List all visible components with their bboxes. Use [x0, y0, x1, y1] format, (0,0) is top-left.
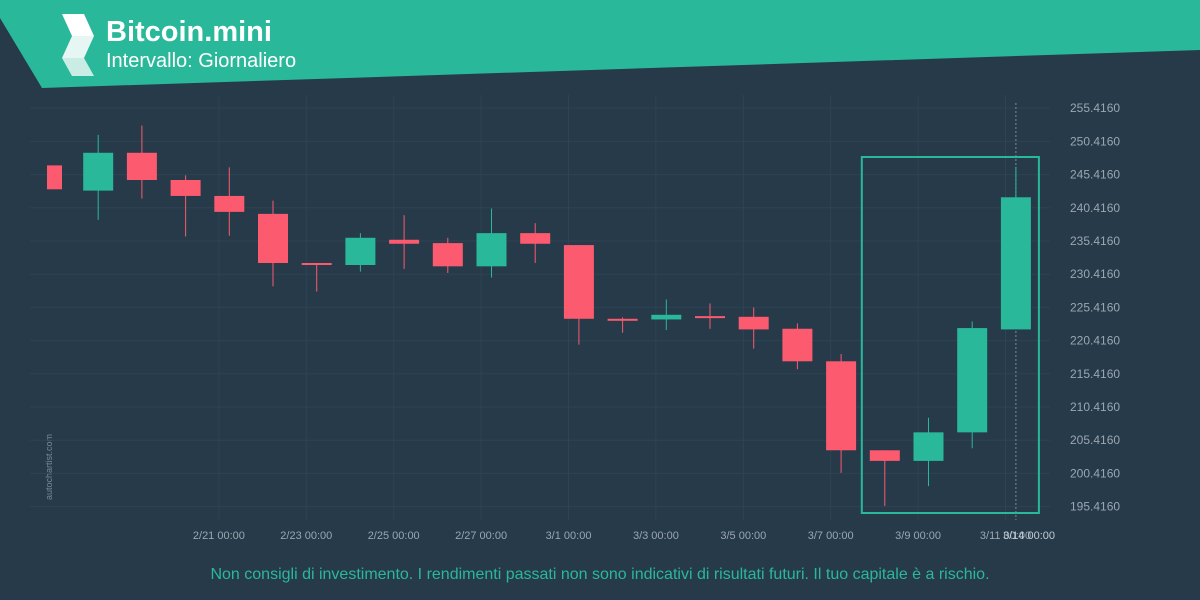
candle-bearish — [520, 223, 551, 264]
candle-body — [476, 233, 507, 267]
x-tick-label: 3/1 00:00 — [546, 530, 592, 542]
candle-body — [126, 152, 157, 180]
candle-bearish — [563, 245, 594, 345]
y-tick-label: 255.4160 — [1070, 101, 1120, 115]
candle-body — [563, 245, 594, 319]
candle-body — [1000, 197, 1031, 330]
y-axis: 255.4160 250.4160 245.4160 240.4160 235.4160… — [1070, 101, 1120, 513]
candle-body — [47, 165, 62, 190]
x-tick-label: 3/14 00:00 — [1003, 530, 1055, 542]
y-tick-label: 230.4160 — [1070, 267, 1120, 281]
candle-bearish — [301, 263, 332, 292]
x-tick-label: 3/9 00:00 — [895, 530, 941, 542]
y-tick-label: 210.4160 — [1070, 400, 1120, 414]
candle-bullish — [83, 134, 114, 220]
candle-bullish — [476, 208, 507, 278]
y-tick-label: 215.4160 — [1070, 367, 1120, 381]
candle-body — [214, 195, 245, 212]
candle-body — [258, 213, 288, 264]
candle-body — [432, 243, 463, 267]
disclaimer-text: Non consigli di investimento. I rendimen… — [210, 566, 990, 583]
candle-body — [957, 328, 988, 433]
candle-bearish — [214, 167, 245, 236]
candle-bearish — [826, 353, 857, 473]
candle-bullish — [957, 321, 988, 449]
y-tick-label: 245.4160 — [1070, 168, 1120, 182]
candle-body — [607, 318, 638, 321]
y-tick-label: 205.4160 — [1070, 433, 1120, 447]
y-tick-label: 195.4160 — [1070, 500, 1120, 514]
candle-bearish — [47, 165, 62, 190]
candle-body — [520, 233, 551, 244]
candle-body — [782, 328, 813, 362]
candle-body — [170, 180, 201, 196]
candle-body — [738, 316, 769, 330]
autochartist-logo-icon — [62, 14, 94, 76]
candle-bearish — [607, 317, 638, 333]
candle-body — [869, 450, 900, 461]
header-banner — [0, 0, 1200, 88]
x-tick-label: 2/27 00:00 — [455, 530, 507, 542]
x-tick-label: 3/7 00:00 — [808, 530, 854, 542]
y-tick-label: 225.4160 — [1070, 300, 1120, 314]
candle-bearish — [738, 307, 769, 349]
y-tick-label: 240.4160 — [1070, 201, 1120, 215]
header-banner-shape — [0, 0, 1200, 88]
candle-bearish — [782, 323, 813, 370]
candle-bullish — [651, 299, 682, 331]
candle-bearish — [126, 125, 157, 199]
interval-subtitle: Intervallo: Giornaliero — [106, 50, 297, 72]
y-tick-label: 250.4160 — [1070, 134, 1120, 148]
candle-body — [651, 314, 682, 320]
candle-body — [826, 361, 857, 451]
pattern-highlight — [860, 156, 1040, 514]
candle-bearish — [869, 450, 900, 507]
candle-body — [913, 432, 944, 461]
instrument-title: Bitcoin.mini — [106, 16, 272, 48]
candle-body — [345, 237, 376, 265]
candle-body — [301, 263, 332, 266]
y-tick-label: 200.4160 — [1070, 466, 1120, 480]
x-tick-label: 3/5 00:00 — [720, 530, 766, 542]
candle-bearish — [389, 215, 420, 269]
y-tick-label: 235.4160 — [1070, 234, 1120, 248]
candle-body — [83, 152, 114, 191]
candle-bullish — [1000, 166, 1031, 330]
candle-body — [389, 239, 420, 244]
candle-bearish — [170, 175, 201, 237]
highlight-box — [860, 156, 1040, 514]
x-tick-label: 2/21 00:00 — [193, 530, 245, 542]
x-axis: 2/21 00:00 2/23 00:00 2/25 00:00 2/27 00:00… — [193, 530, 1055, 542]
candle-bearish — [258, 200, 288, 287]
candlestick-chart: 255.4160 250.4160 245.4160 240.4160 235.4160… — [30, 95, 1121, 542]
candles — [47, 125, 1031, 507]
y-tick-label: 220.4160 — [1070, 334, 1120, 348]
candle-bearish — [432, 237, 463, 273]
x-tick-label: 2/23 00:00 — [280, 530, 332, 542]
x-tick-label: 3/11 00:00 — [980, 530, 1031, 542]
x-tick-label: 3/3 00:00 — [633, 530, 679, 542]
candle-bearish — [695, 303, 725, 329]
x-tick-label: 2/25 00:00 — [368, 530, 420, 542]
grid-lines — [30, 95, 1050, 520]
candle-bullish — [345, 233, 376, 272]
candle-bullish — [913, 417, 944, 487]
candle-body — [695, 316, 725, 319]
